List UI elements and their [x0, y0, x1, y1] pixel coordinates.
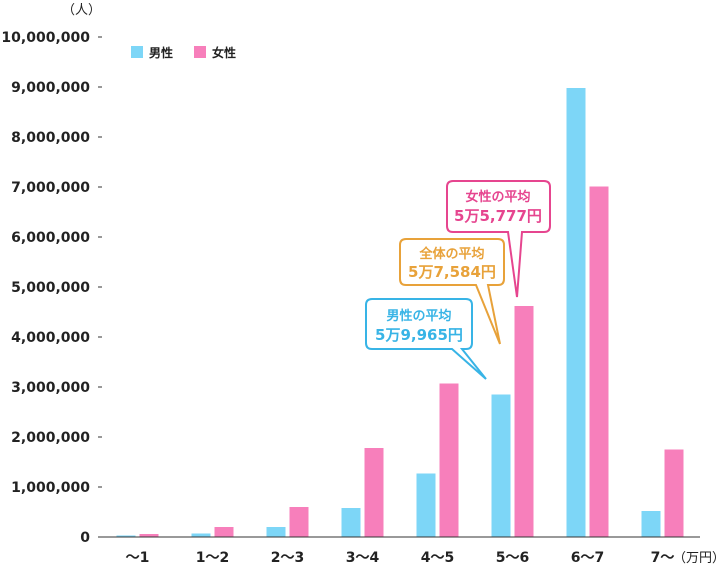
x-tick-label: 2～3 — [271, 550, 304, 566]
x-tick-label: 6～7 — [571, 550, 604, 566]
bar-male-4 — [416, 473, 436, 537]
x-tick-label: 7～ — [651, 550, 675, 566]
bar-female-7 — [664, 449, 684, 537]
y-tick-label: 9,000,000 — [11, 80, 90, 96]
x-tick-label: 4～5 — [421, 550, 454, 566]
y-axis-ticks: 0 1,000,000 2,000,000 3,000,000 4,000,000 5,0… — [1, 30, 102, 546]
legend-label-female: 女性 — [212, 45, 236, 60]
y-tick-label: 4,000,000 — [11, 330, 90, 346]
callout-male-value: 5万9,965円 — [375, 326, 463, 344]
y-tick-label: 3,000,000 — [11, 380, 90, 396]
y-axis-unit: （人） — [62, 3, 101, 18]
bar-male-1 — [191, 533, 211, 537]
legend-swatch-female — [194, 46, 206, 58]
y-tick-label: 10,000,000 — [1, 30, 90, 46]
x-tick-label: 3～4 — [346, 550, 380, 566]
bar-male-0 — [116, 535, 136, 537]
callout-overall-value: 5万7,584円 — [408, 263, 496, 281]
y-tick-label: 5,000,000 — [11, 280, 90, 296]
bar-female-6 — [589, 186, 609, 537]
callout-male-bubble — [365, 298, 487, 380]
callout-overall-bubble — [399, 238, 505, 345]
bar-female-3 — [364, 448, 384, 537]
bar-female-4 — [439, 383, 459, 537]
x-axis-ticks: ～1 1～2 2～3 3～4 4～5 5～6 6～7 7～ — [126, 550, 675, 566]
callout-female-average: 女性の平均 5万5,777円 — [446, 180, 551, 298]
y-tick-label: 1,000,000 — [11, 480, 90, 496]
x-tick-label: ～1 — [126, 550, 150, 566]
y-tick-label: 8,000,000 — [11, 130, 90, 146]
callout-male-average: 男性の平均 5万9,965円 — [365, 298, 487, 380]
bar-male-7 — [641, 511, 661, 537]
x-tick-label: 5～6 — [496, 550, 529, 566]
callout-overall-average: 全体の平均 5万7,584円 — [399, 238, 505, 345]
legend-label-male: 男性 — [149, 45, 173, 60]
bar-female-5 — [514, 306, 534, 537]
bars — [116, 88, 684, 537]
x-axis-unit: （万円） — [673, 551, 720, 566]
bar-male-6 — [566, 88, 586, 537]
callout-female-bubble — [446, 180, 551, 298]
callout-female-title: 女性の平均 — [465, 189, 530, 205]
callout-female-value: 5万5,777円 — [454, 207, 542, 225]
bar-female-2 — [289, 507, 309, 537]
y-tick-label: 7,000,000 — [11, 180, 90, 196]
callout-overall-title: 全体の平均 — [418, 246, 484, 262]
y-tick-label: 6,000,000 — [11, 230, 90, 246]
bar-female-1 — [214, 527, 234, 537]
bar-male-5 — [491, 394, 511, 537]
bar-male-2 — [266, 527, 286, 537]
bar-male-3 — [341, 508, 361, 537]
y-tick-label: 0 — [80, 530, 90, 546]
legend-swatch-male — [131, 46, 143, 58]
legend: 男性 女性 — [131, 45, 236, 60]
x-tick-label: 1～2 — [196, 550, 229, 566]
y-tick-label: 2,000,000 — [11, 430, 90, 446]
callout-male-title: 男性の平均 — [386, 308, 451, 324]
bar-female-0 — [139, 534, 159, 537]
